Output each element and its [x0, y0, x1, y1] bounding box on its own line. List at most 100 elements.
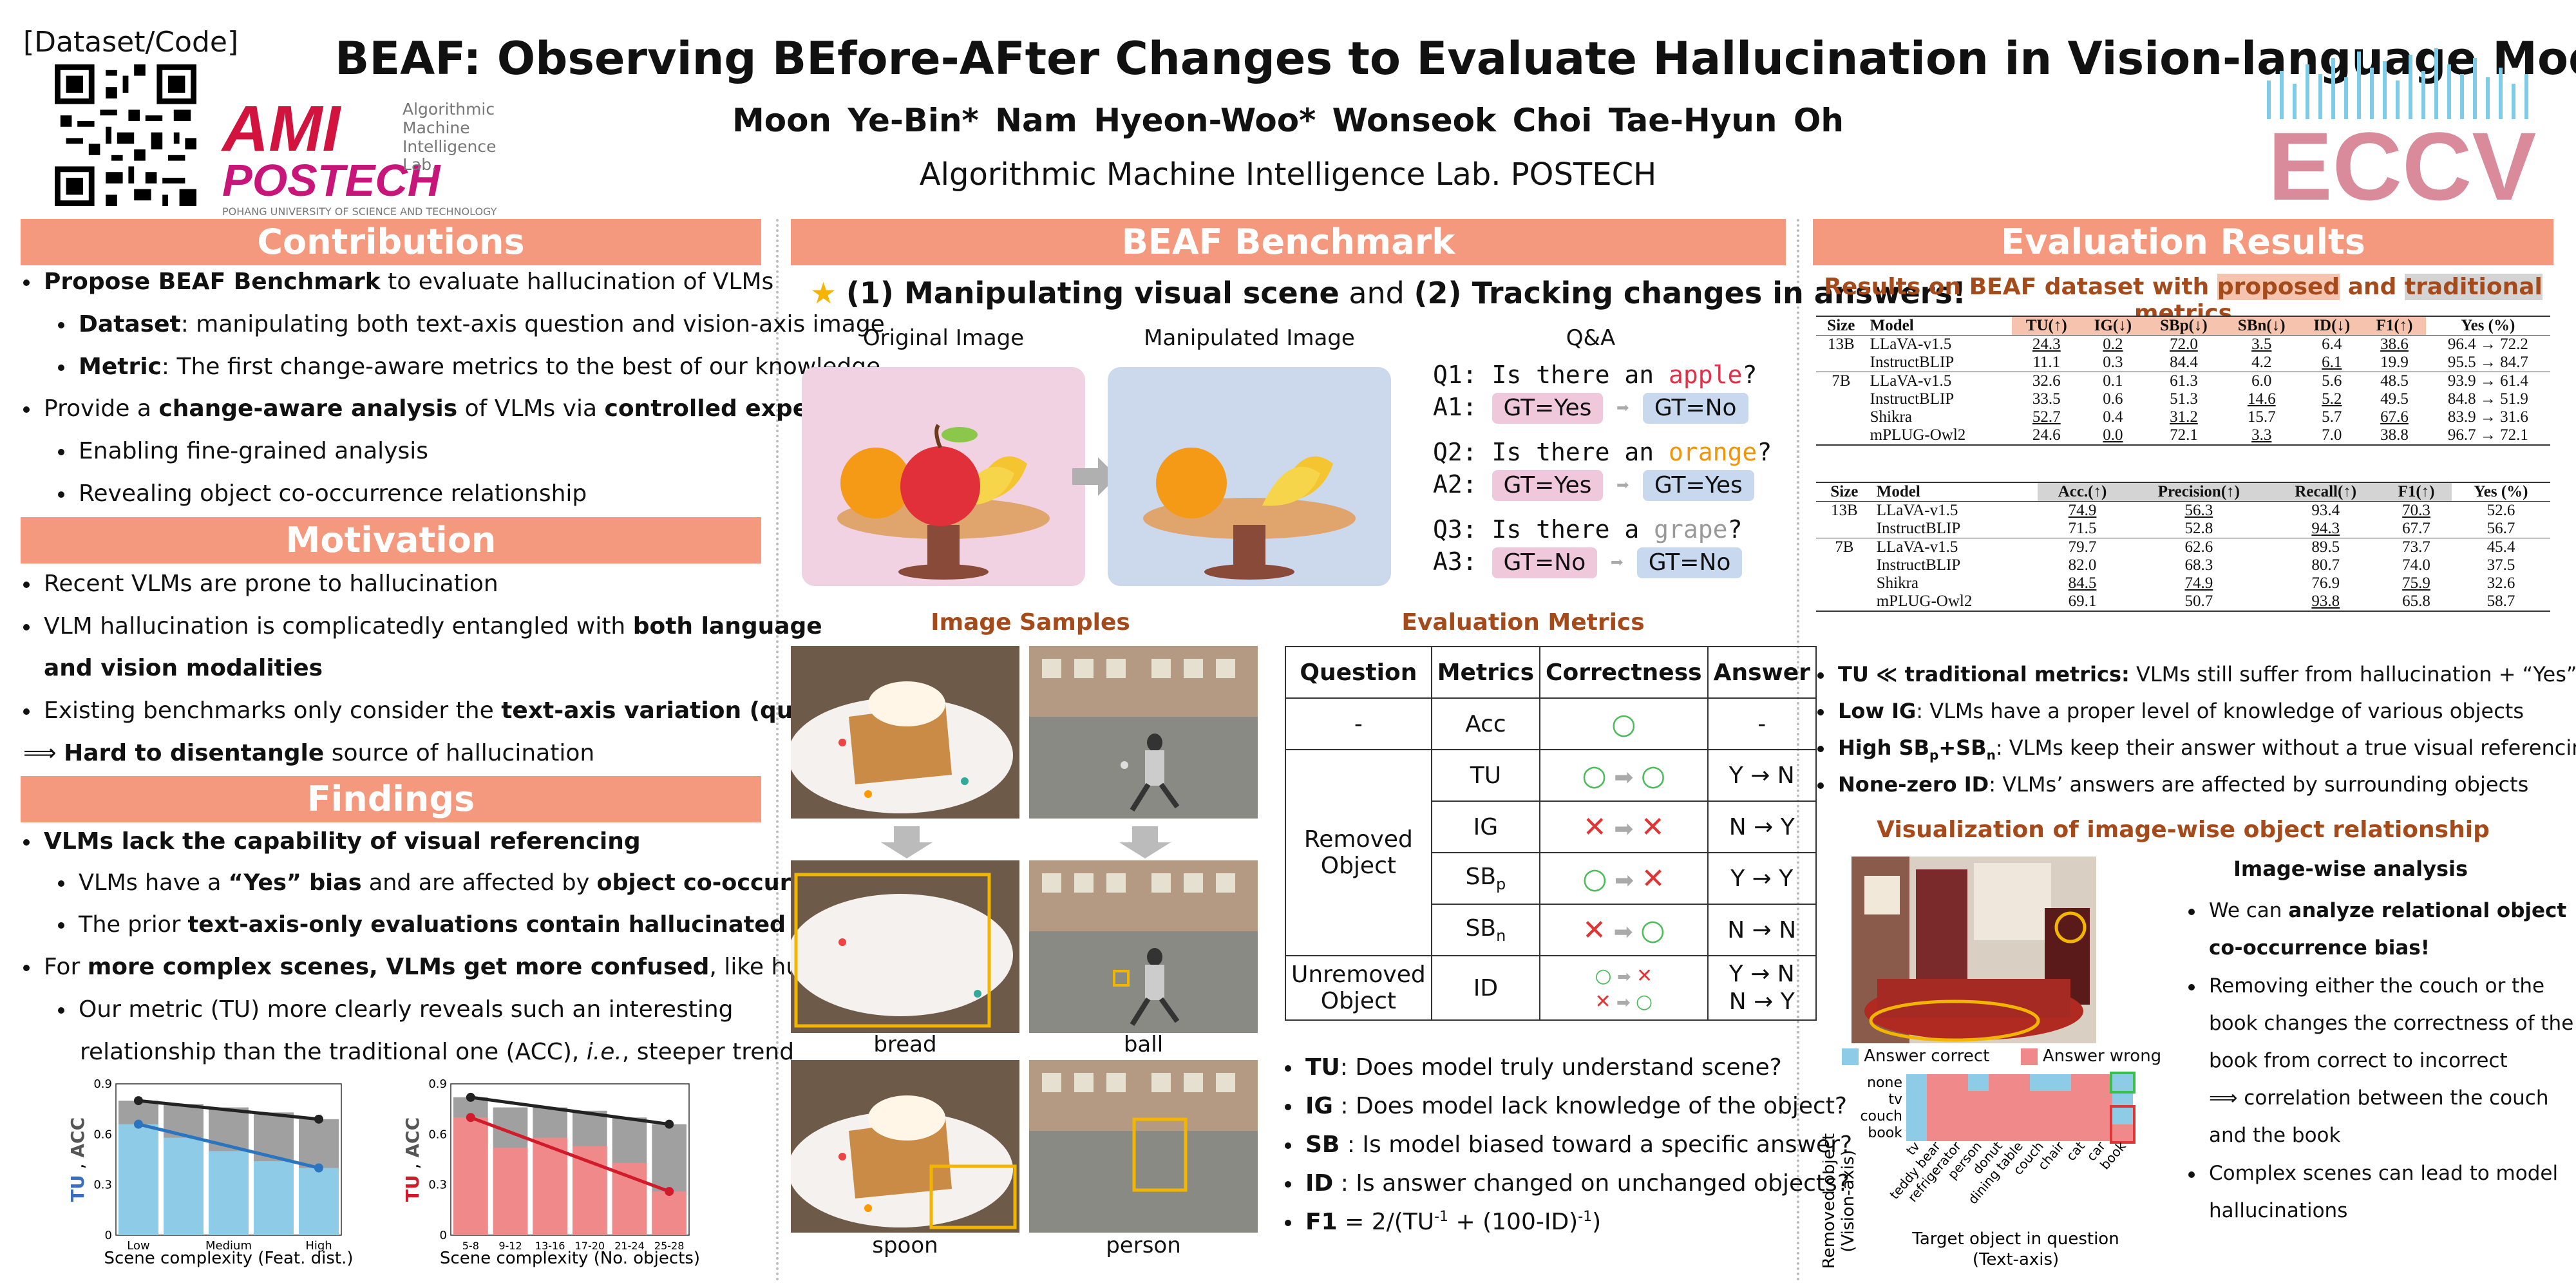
table-cell: 19.9	[2380, 354, 2409, 371]
contribution-2a: Enabling fine-grained analysis	[58, 439, 428, 464]
traditional-metrics-table: Size Model Acc.(↑) Precision(↑) Recall(↑) F1(…	[1816, 482, 2550, 612]
evaluation-metrics-table: Question Metrics Correctness Answer - Acc ○ - …	[1285, 646, 1817, 1021]
result-bullet-4: None-zero ID: VLMs’ answers are affected…	[1817, 773, 2528, 796]
beaf-benchmark-banner: BEAF Benchmark	[791, 219, 1786, 265]
heatmap-cell	[1906, 1108, 1927, 1124]
table-cell: 0.3	[2103, 354, 2123, 371]
finding-1a: VLMs have a “Yes” bias and are affected …	[58, 871, 875, 896]
heatmap-cell	[1989, 1108, 2009, 1124]
metric-def-id: ID : Is answer changed on unchanged obje…	[1285, 1171, 1850, 1197]
metric-def-f1: F1 = 2/(TU-1 + (100-ID)-1)	[1285, 1209, 1601, 1235]
finding-2: For more complex scenes, VLMs get more c…	[23, 954, 864, 980]
table-cell: 33.5	[2032, 390, 2061, 408]
findings-banner: Findings	[21, 776, 761, 822]
manipulated-fruit-image	[1108, 367, 1391, 586]
table-cell: 52.8	[2184, 520, 2213, 537]
heatmap-row-label: tv	[1888, 1092, 1902, 1108]
heatmap-cell	[1927, 1074, 1947, 1091]
heatmap-cell	[2112, 1074, 2133, 1091]
table-cell: 76.9	[2311, 574, 2340, 592]
y-tick-label: 0.3	[93, 1179, 112, 1192]
star-icon: ★	[810, 276, 837, 310]
table-cell: 5.2	[2322, 390, 2342, 408]
table-cell: 75.9	[2402, 574, 2430, 592]
dataset-code-label[interactable]: [Dataset/Code]	[23, 26, 239, 59]
eccv-logo: ECCV	[2267, 48, 2536, 206]
question-1: Q1: Is there an apple?	[1433, 361, 1757, 389]
finding-1b: The prior text-axis-only evaluations con…	[58, 913, 899, 938]
proposed-metrics-table: Size Model TU(↑) IG(↓) SBp(↓) SBn(↓) ID(↓) F1(↑…	[1816, 316, 2550, 446]
heatmap-row-label: couch	[1860, 1108, 1902, 1124]
x-tick-label: High	[305, 1239, 332, 1253]
table-header-cell: IG(↓)	[2081, 316, 2145, 336]
image-samples-title: Image Samples	[931, 609, 1130, 636]
y-tick-label: 0	[105, 1229, 112, 1242]
table-cell: 61.3	[2170, 372, 2198, 390]
table-cell: 72.1	[2170, 426, 2198, 444]
heatmap-cell	[2092, 1108, 2112, 1124]
qr-code-icon[interactable]	[55, 64, 196, 206]
heatmap-cell	[2030, 1124, 2050, 1141]
motivation-3: Existing benchmarks only consider the te…	[23, 698, 885, 724]
table-cell: 0.0	[2103, 426, 2123, 444]
table-cell: 70.3	[2402, 502, 2430, 519]
table-cell: 84.4	[2170, 354, 2198, 371]
table-cell: 11.1	[2032, 354, 2061, 371]
heatmap-cell	[2009, 1124, 2030, 1141]
tu-bar	[493, 1148, 528, 1235]
table-cell: 37.5	[2486, 556, 2515, 574]
tu-trend-line	[469, 1115, 670, 1193]
heatmap-cell	[2009, 1074, 2030, 1091]
heatmap-cell	[1927, 1091, 1947, 1108]
tu-bar	[453, 1117, 488, 1235]
acc-point	[134, 1096, 143, 1106]
table-cell	[1816, 556, 1873, 574]
heatmap-cell	[2092, 1124, 2112, 1141]
table-cell: InstructBLIP	[1876, 520, 1961, 537]
table-cell: 24.3	[2032, 336, 2061, 353]
tu-bar	[299, 1168, 339, 1235]
manipulated-image-caption: Manipulated Image	[1144, 325, 1355, 351]
table-cell: 71.5	[2068, 520, 2097, 537]
table-cell: 4.2	[2251, 354, 2272, 371]
x-tick-label: Low	[127, 1239, 149, 1253]
heatmap-cell	[2092, 1074, 2112, 1091]
image-wise-title: Image-wise analysis	[2233, 857, 2468, 881]
metric-def-ig: IG : Does model lack knowledge of the ob…	[1285, 1094, 1847, 1119]
table-row: 13B LLaVA-v1.5 24.3 0.2 72.0 3.5 6.4 38.6 96.4 →…	[1816, 336, 2550, 354]
heatmap-cell	[2092, 1091, 2112, 1108]
visualization-title: Visualization of image-wise object relat…	[1877, 817, 2490, 843]
iw-bullet-3-cont: hallucinations	[2209, 1199, 2348, 1222]
table-cell: 45.4	[2486, 538, 2515, 556]
heatmap-legend: Answer correct Answer wrong	[1842, 1046, 2161, 1066]
table-cell: 6.0	[2251, 372, 2272, 390]
highlight-correct-box	[2110, 1072, 2136, 1094]
table-cell: 6.1	[2322, 354, 2342, 371]
y-tick-label: 0.9	[93, 1077, 112, 1091]
table-cell	[1816, 520, 1873, 538]
table-row: 7B LLaVA-v1.5 32.6 0.1 61.3 6.0 5.6 48.5 93.9 → …	[1816, 372, 2550, 391]
result-bullet-2: Low IG: VLMs have a proper level of know…	[1817, 699, 2524, 723]
table-cell: 89.5	[2311, 538, 2340, 556]
table-cell: 13B	[1831, 502, 1858, 519]
benchmark-headline: ★ (1) Manipulating visual scene and (2) …	[810, 276, 1966, 310]
table-header-cell: F1(↑)	[2363, 316, 2426, 336]
iw-bullet-2-cont1: book changes the correctness of the	[2209, 1012, 2574, 1035]
table-cell: Shikra	[1870, 408, 1912, 426]
table-cell: 56.7	[2486, 520, 2515, 537]
motivation-2: VLM hallucination is complicatedly entan…	[23, 614, 822, 639]
table-cell: LLaVA-v1.5	[1870, 336, 1952, 353]
heatmap-cell	[2030, 1091, 2050, 1108]
y-tick-label: 0.3	[428, 1179, 447, 1192]
tu-trend-line	[138, 1122, 319, 1170]
table-cell: 93.9 → 61.4	[2447, 372, 2528, 390]
x-tick-label: 5-8	[462, 1240, 479, 1252]
heatmap-y-label: Removed object	[1823, 1133, 1839, 1269]
iw-bullet-1-cont: co-occurrence bias!	[2209, 936, 2430, 960]
table-cell: 95.5 → 84.7	[2447, 354, 2528, 371]
metric-def-tu: TU: Does model truly understand scene?	[1285, 1055, 1782, 1081]
table-header-cell: Model	[1870, 317, 1914, 334]
table-cell: LLaVA-v1.5	[1876, 502, 1958, 519]
contribution-2b: Revealing object co-occurrence relations…	[58, 481, 587, 507]
heatmap-cell	[2050, 1074, 2071, 1091]
